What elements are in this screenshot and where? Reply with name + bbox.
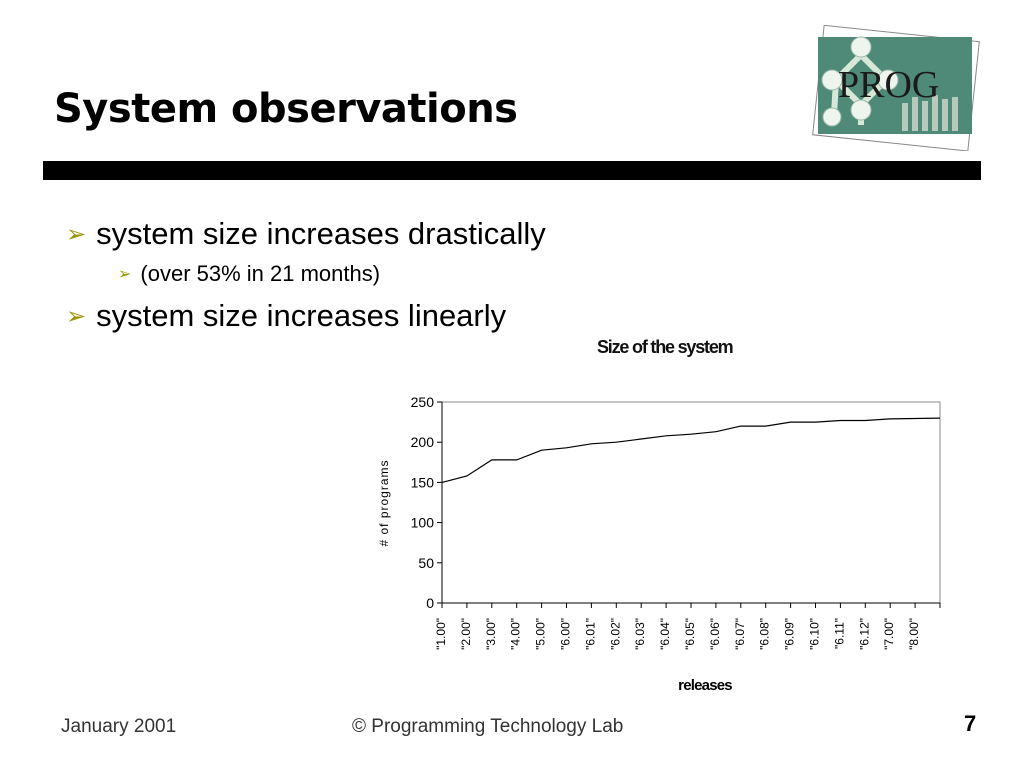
x-tick-label: "6.08" [758,618,772,650]
x-tick-label: "6.05" [683,618,697,650]
chart-title: Size of the system [597,337,734,357]
x-tick-label: "6.12" [857,618,871,650]
x-tick-label: "3.00" [484,618,498,650]
x-tick-label: "7.00" [882,618,896,650]
x-tick-label: "6.11" [832,618,846,649]
page-number: 7 [964,711,977,736]
x-tick-label: "4.00" [509,618,523,650]
x-tick-label: "6.01" [583,618,597,650]
footer-date: January 2001 [61,716,177,737]
sub-bullet-text: (over 53% in 21 months) [140,261,381,286]
y-tick-label: 50 [418,555,434,571]
x-tick-label: "8.00" [907,618,921,650]
logo-text: PROG [838,64,939,106]
x-tick-label: "5.00" [534,618,548,650]
arrow-bullet-icon: ➢ [118,266,132,283]
x-axis-label: releases [678,677,732,694]
slide-title: System observations [54,86,518,132]
y-tick-label: 150 [411,474,435,490]
y-tick-label: 200 [411,434,435,450]
x-tick-label: "6.10" [808,618,822,650]
bullet-text: system size increases linearly [96,298,507,333]
footer-organization: © Programming Technology Lab [352,716,624,737]
arrow-bullet-icon: ➢ [66,220,87,248]
series-line [441,417,941,483]
y-axis-label: # of programs [377,459,391,546]
plot-area [441,401,941,604]
x-tick-label: "6.04" [658,618,672,650]
x-tick-label: "6.03" [633,618,647,650]
x-tick-label: "6.00" [559,618,573,650]
title-rule [43,161,981,180]
y-tick-label: 0 [426,595,434,611]
x-tick-label: "6.09" [783,618,797,650]
y-tick-label: 250 [411,394,435,410]
x-tick-label: "6.07" [733,618,747,650]
prog-logo: PROG [812,25,980,151]
arrow-bullet-icon: ➢ [66,302,87,330]
y-tick-label: 100 [411,515,435,531]
bullet-item: ➢ system size increases drastically [66,216,546,252]
system-size-chart: 0 50 100 150 200 250 "1.00" "2.00" "3.00" "4.00"… [377,394,941,694]
x-tick-label: "6.02" [608,618,622,650]
x-tick-label: "2.00" [459,618,473,650]
sub-bullet-item: ➢ (over 53% in 21 months) [118,261,380,287]
x-tick-label: "1.00" [434,618,448,650]
x-tick-label: "6.06" [708,618,722,650]
bullet-item: ➢ system size increases linearly [66,298,506,334]
bullet-text: system size increases drastically [96,216,546,251]
